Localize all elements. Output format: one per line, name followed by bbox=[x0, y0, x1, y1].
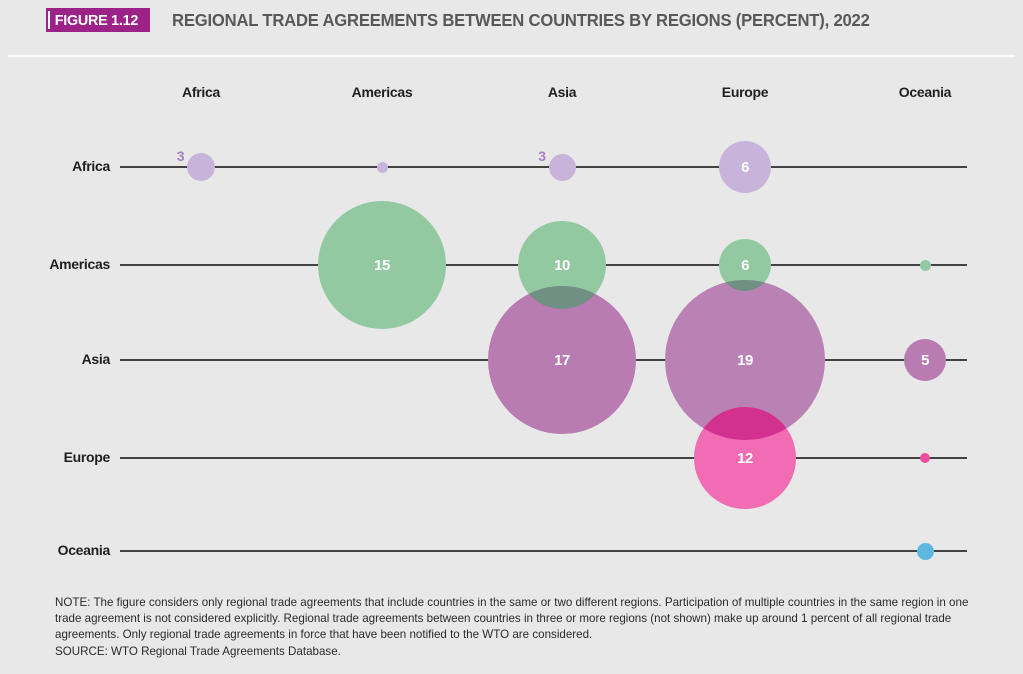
panel-divider-line bbox=[8, 55, 1015, 57]
bubble-value-label: 5 bbox=[921, 351, 929, 369]
figure-number-badge: FIGURE 1.12 bbox=[46, 8, 150, 32]
bubble-oceania-oceania bbox=[916, 542, 934, 560]
bubble-africa-asia bbox=[548, 153, 576, 181]
row-line-oceania bbox=[120, 550, 967, 552]
bubble-americas-americas: 15 bbox=[318, 201, 446, 329]
row-label-europe: Europe bbox=[63, 449, 111, 465]
column-header-africa: Africa bbox=[182, 84, 220, 100]
column-header-americas: Americas bbox=[351, 84, 413, 100]
figure-number-label: FIGURE 1.12 bbox=[54, 11, 139, 29]
figure-note: NOTE: The figure considers only regional… bbox=[55, 596, 969, 642]
bubble-value-label: 17 bbox=[554, 351, 570, 369]
figure-footnotes: NOTE: The figure considers only regional… bbox=[55, 595, 971, 660]
bubble-africa-africa bbox=[187, 153, 215, 181]
bubble-africa-europe: 6 bbox=[719, 141, 771, 193]
bubble-value-label-outside: 3 bbox=[538, 148, 546, 164]
bubble-asia-oceania: 5 bbox=[904, 339, 946, 381]
column-header-oceania: Oceania bbox=[898, 84, 952, 100]
bubble-value-label: 12 bbox=[737, 449, 753, 467]
row-label-americas: Americas bbox=[49, 256, 110, 272]
bubble-value-label: 10 bbox=[554, 256, 570, 274]
bubble-americas-oceania bbox=[919, 259, 931, 271]
bubble-value-label: 6 bbox=[741, 256, 749, 274]
bubble-value-label: 19 bbox=[737, 351, 753, 369]
row-line-europe bbox=[120, 457, 967, 459]
column-header-asia: Asia bbox=[547, 84, 577, 100]
bubble-africa-americas bbox=[376, 161, 388, 173]
column-header-europe: Europe bbox=[721, 84, 769, 100]
row-label-africa: Africa bbox=[72, 158, 110, 174]
bubble-matrix-chart: Africa Americas Asia Europe Oceania Africa Ame… bbox=[49, 84, 967, 560]
bubble-europe-europe: 12 bbox=[694, 407, 796, 509]
bubble-value-label: 6 bbox=[741, 158, 749, 176]
bubble-value-label: 15 bbox=[374, 256, 390, 274]
bubble-value-label-outside: 3 bbox=[176, 148, 185, 164]
figure-title: REGIONAL TRADE AGREEMENTS BETWEEN COUNTR… bbox=[172, 10, 870, 30]
row-label-oceania: Oceania bbox=[57, 542, 111, 558]
bubble-asia-asia: 17 bbox=[488, 286, 636, 434]
row-label-asia: Asia bbox=[81, 351, 111, 367]
badge-stripe bbox=[48, 11, 50, 29]
row-line-africa bbox=[120, 166, 967, 168]
figure-source: SOURCE: WTO Regional Trade Agreements Da… bbox=[55, 644, 341, 658]
bubble-europe-oceania bbox=[920, 453, 930, 463]
